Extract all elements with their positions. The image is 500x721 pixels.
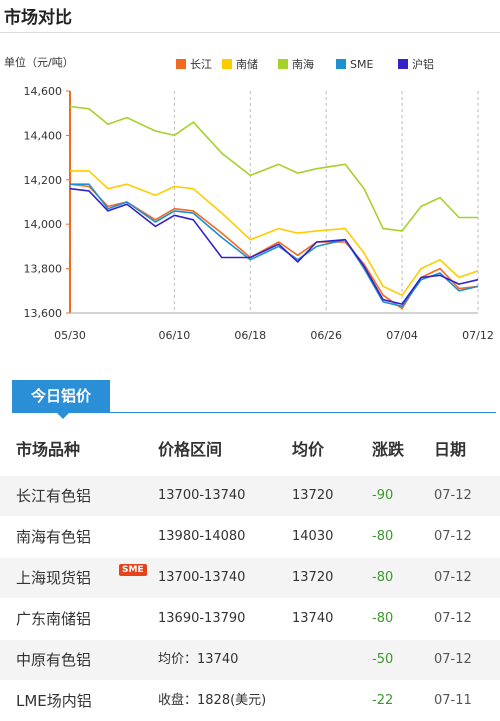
table-row[interactable]: 上海现货铝 SME 13700-13740 13720 -80 07-12 bbox=[0, 558, 500, 598]
x-tick-label: 06/10 bbox=[159, 329, 191, 342]
header-avg: 均价 bbox=[292, 440, 325, 459]
tab-today-price[interactable]: 今日铝价 bbox=[12, 380, 110, 412]
cell-date: 07-12 bbox=[434, 652, 472, 667]
x-tick-label: 05/30 bbox=[54, 329, 86, 342]
cell-market: 上海现货铝 SME bbox=[16, 558, 147, 598]
y-tick-label: 14,200 bbox=[24, 174, 63, 187]
cell-range: 13690-13790 bbox=[158, 611, 246, 626]
cell-date: 07-12 bbox=[434, 529, 472, 544]
cell-change: -22 bbox=[372, 693, 394, 708]
cell-avg: 14030 bbox=[292, 529, 334, 544]
cell-change: -80 bbox=[372, 529, 394, 544]
cell-date: 07-12 bbox=[434, 570, 472, 585]
y-tick-label: 13,800 bbox=[24, 263, 63, 276]
x-tick-label: 06/18 bbox=[234, 329, 266, 342]
series-line bbox=[70, 170, 479, 296]
y-tick-label: 14,400 bbox=[24, 129, 63, 142]
cell-range: 收盘：1828(美元) bbox=[158, 693, 267, 708]
tab-pointer bbox=[56, 412, 70, 419]
legend-swatch bbox=[336, 59, 346, 69]
cell-date: 07-12 bbox=[434, 611, 472, 626]
cell-range: 均价：13740 bbox=[158, 652, 239, 667]
cell-market-text: 上海现货铝 bbox=[16, 569, 92, 587]
legend-swatch bbox=[222, 59, 232, 69]
cell-change: -90 bbox=[372, 488, 394, 503]
legend-swatch bbox=[278, 59, 288, 69]
legend-swatch bbox=[176, 59, 186, 69]
y-tick-label: 14,600 bbox=[24, 85, 63, 98]
y-tick-label: 14,000 bbox=[24, 218, 63, 231]
x-tick-label: 07/12 bbox=[462, 329, 494, 342]
header-date: 日期 bbox=[434, 440, 467, 459]
cell-market: 广东南储铝 bbox=[16, 610, 92, 628]
page-header: 市场对比 bbox=[0, 0, 500, 33]
cell-range: 13980-14080 bbox=[158, 529, 246, 544]
legend-label: 沪铝 bbox=[412, 57, 434, 71]
cell-market: 长江有色铝 bbox=[16, 487, 92, 505]
legend-label: SME bbox=[350, 58, 373, 71]
legend-label: 南海 bbox=[292, 57, 314, 71]
cell-market: LME场内铝 bbox=[16, 692, 92, 710]
legend-swatch bbox=[398, 59, 408, 69]
tab-underline bbox=[12, 412, 496, 413]
header-change: 涨跌 bbox=[372, 440, 405, 459]
cell-range: 13700-13740 bbox=[158, 570, 246, 585]
table-row[interactable]: 南海有色铝 13980-14080 14030 -80 07-12 bbox=[0, 517, 500, 557]
sme-badge: SME bbox=[119, 564, 147, 576]
header-range: 价格区间 bbox=[158, 440, 223, 459]
cell-change: -80 bbox=[372, 611, 394, 626]
table-row[interactable]: 长江有色铝 13700-13740 13720 -90 07-12 bbox=[0, 476, 500, 516]
legend-label: 南储 bbox=[236, 57, 258, 71]
table-row[interactable]: LME场内铝 收盘：1828(美元) -22 07-11 bbox=[0, 681, 500, 721]
chart-svg: 单位（元/吨） 长江 南储 南海 SME 沪铝 05/30 06/10 06/18 06/26 07… bbox=[4, 55, 494, 342]
cell-avg: 13720 bbox=[292, 488, 334, 503]
table-row[interactable]: 中原有色铝 均价：13740 -50 07-12 bbox=[0, 640, 500, 680]
cell-change: -50 bbox=[372, 652, 394, 667]
x-tick-label: 07/04 bbox=[386, 329, 418, 342]
y-tick-label: 13,600 bbox=[24, 307, 63, 320]
header-market: 市场品种 bbox=[16, 440, 81, 459]
page-title: 市场对比 bbox=[4, 8, 72, 28]
cell-market: 中原有色铝 bbox=[16, 651, 92, 669]
cell-market: 南海有色铝 bbox=[16, 528, 92, 546]
x-tick-label: 06/26 bbox=[310, 329, 342, 342]
price-comparison-chart: 单位（元/吨） 长江 南储 南海 SME 沪铝 05/30 06/10 06/18 06/26 07… bbox=[0, 36, 500, 356]
unit-label: 单位（元/吨） bbox=[4, 55, 74, 69]
cell-avg: 13720 bbox=[292, 570, 334, 585]
cell-date: 07-11 bbox=[434, 693, 472, 708]
table-row[interactable]: 广东南储铝 13690-13790 13740 -80 07-12 bbox=[0, 599, 500, 639]
series-line bbox=[69, 187, 479, 305]
cell-range: 13700-13740 bbox=[158, 488, 246, 503]
table-header-row: 市场品种 价格区间 均价 涨跌 日期 bbox=[0, 430, 500, 470]
cell-change: -80 bbox=[372, 570, 394, 585]
cell-date: 07-12 bbox=[434, 488, 472, 503]
series-line bbox=[69, 105, 478, 232]
legend-label: 长江 bbox=[190, 58, 212, 71]
cell-avg: 13740 bbox=[292, 611, 334, 626]
